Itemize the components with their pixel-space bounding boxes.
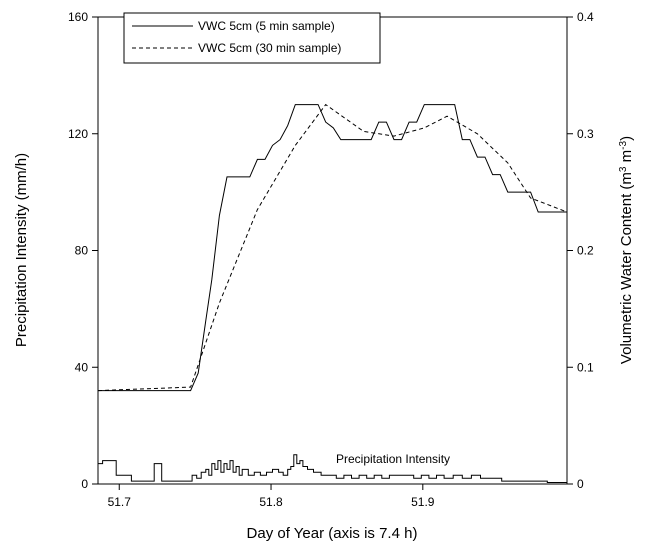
y-left-tick-label: 80 [75,244,89,258]
legend-box [123,12,381,64]
y-axis-right-title-sup1: 3 [618,166,629,172]
precipitation-annotation: Precipitation Intensity [336,452,450,466]
y-axis-left: 0 40 80 120 160 [68,10,98,491]
y-axis-left-title: Precipitation Intensity (mm/h) [13,153,30,347]
x-axis: 51.7 51.8 51.9 [108,484,435,509]
y-left-tick-label: 0 [81,477,88,491]
series-vwc-5min-line [98,104,567,392]
legend-label-5min: VWC 5cm (5 min sample) [198,19,335,33]
series-vwc-30min-line [97,103,568,392]
y-right-tick-label: 0.4 [577,10,594,24]
y-axis-right-title-mid: m [618,150,635,167]
legend: VWC 5cm (5 min sample) VWC 5cm (30 min s… [123,12,381,64]
y-left-tick-label: 120 [68,127,88,141]
y-axis-right-title-main: Volumetric Water Content (m [618,172,635,364]
y-right-tick-label: 0.2 [577,244,594,258]
x-tick-label: 51.9 [411,495,435,509]
y-left-tick-label: 160 [68,10,88,24]
x-tick-label: 51.7 [108,495,132,509]
y-left-tick-label: 40 [75,360,89,374]
y-axis-right-title: Volumetric Water Content (m3 m-3) [618,136,635,364]
x-tick-label: 51.8 [259,495,283,509]
y-right-tick-label: 0.1 [577,360,594,374]
y-axis-right: 0 0.1 0.2 0.3 0.4 [567,10,594,491]
x-axis-title: Day of Year (axis is 7.4 h) [247,525,418,542]
y-right-tick-label: 0.3 [577,127,594,141]
series-layer [97,103,568,483]
legend-label-30min: VWC 5cm (30 min sample) [198,41,341,55]
series-precipitation-line [98,454,567,483]
y-right-tick-label: 0 [577,477,584,491]
y-axis-right-title-sup2: -3 [618,140,629,149]
y-axis-right-title-end: ) [618,136,635,141]
plot-frame [97,16,568,485]
